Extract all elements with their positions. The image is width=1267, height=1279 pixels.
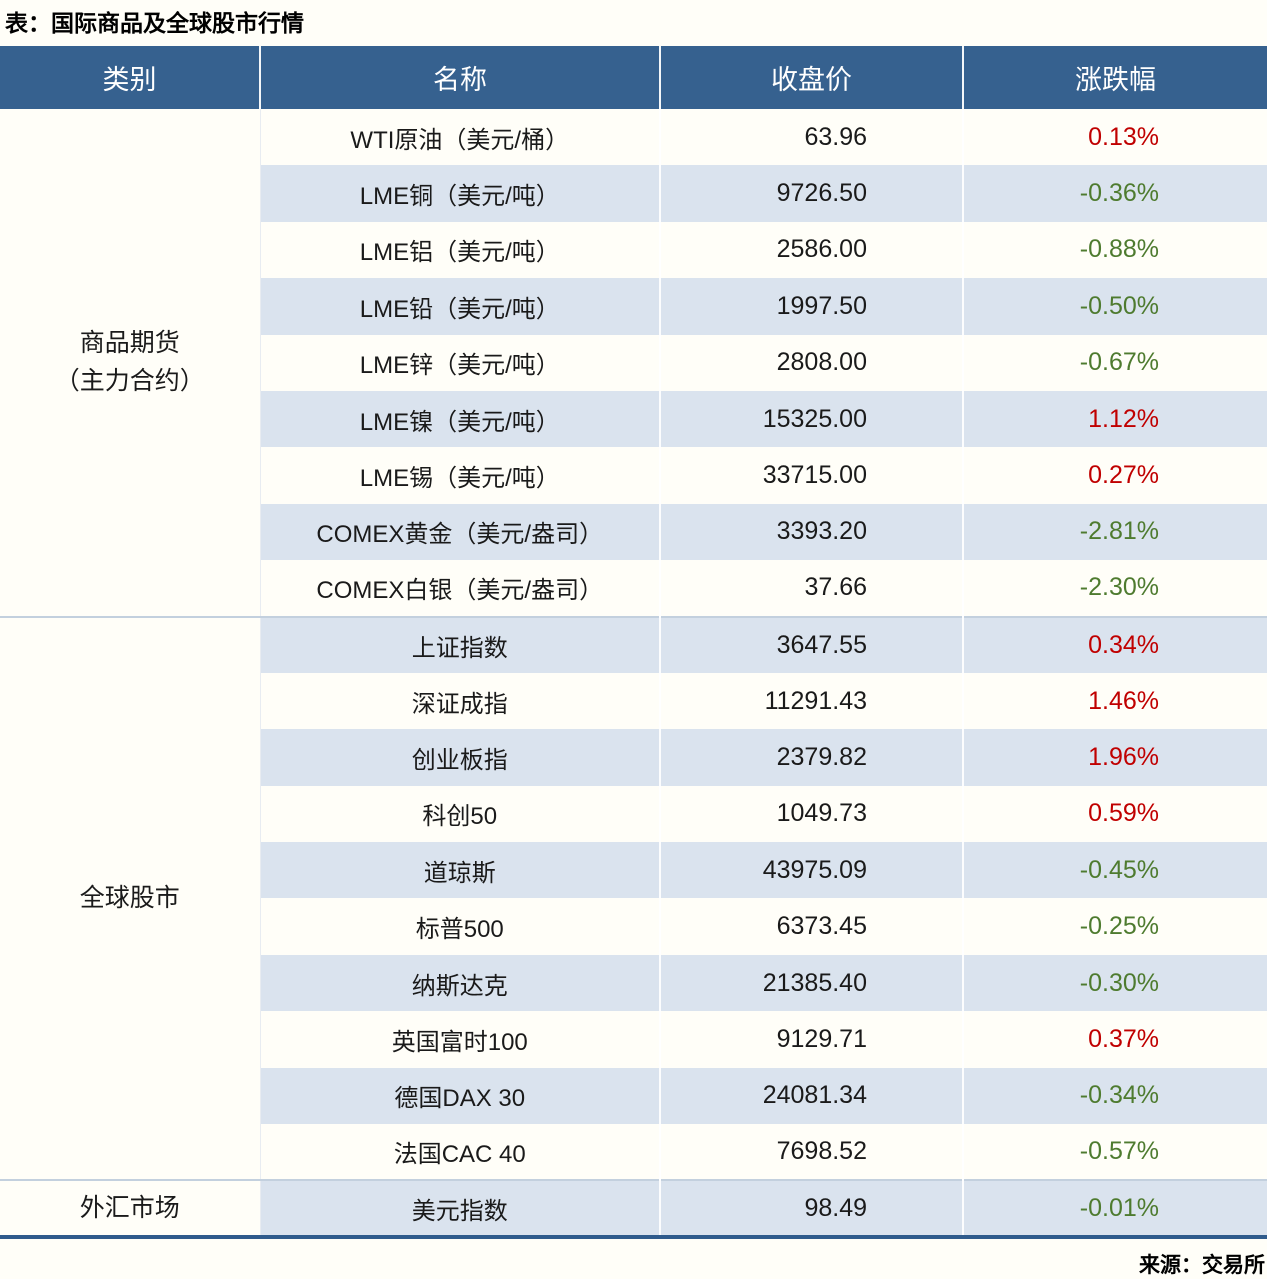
table-row: COMEX黄金（美元/盎司） 3393.20 -2.81% — [0, 503, 1267, 561]
change-percent-cell: -0.57% — [962, 1124, 1267, 1181]
close-price-cell: 3393.20 — [659, 503, 963, 561]
name-cell: LME锌（美元/吨） — [259, 334, 660, 391]
change-percent-cell: -0.88% — [962, 221, 1267, 279]
change-percent-cell: 1.46% — [962, 672, 1267, 730]
change-percent-cell: -0.67% — [962, 334, 1267, 391]
table-row: 创业板指 2379.82 1.96% — [0, 729, 1267, 786]
change-percent-cell: 0.34% — [962, 615, 1267, 673]
close-price-cell: 24081.34 — [659, 1067, 963, 1125]
name-cell: 美元指数 — [259, 1179, 660, 1239]
close-price-cell: 1997.50 — [659, 278, 963, 335]
category-line: 外汇市场 — [79, 1193, 180, 1222]
name-cell: COMEX黄金（美元/盎司） — [259, 503, 660, 561]
change-percent-cell: -0.01% — [962, 1179, 1267, 1239]
change-percent-cell: 0.13% — [962, 109, 1267, 166]
category-line: 商品期货 — [79, 328, 180, 357]
column-header-category: 类别 — [0, 46, 260, 109]
close-price-cell: 9129.71 — [659, 1011, 963, 1068]
change-percent-cell: -0.45% — [962, 842, 1267, 899]
header-row: 类别 名称 收盘价 涨跌幅 — [0, 46, 1267, 109]
name-cell: 科创50 — [259, 785, 660, 843]
change-percent-cell: 0.59% — [962, 785, 1267, 843]
table-row: LME铜（美元/吨） 9726.50 -0.36% — [0, 165, 1267, 222]
change-percent-cell: 0.27% — [962, 447, 1267, 504]
close-price-cell: 43975.09 — [659, 842, 963, 899]
change-percent-cell: -0.34% — [962, 1067, 1267, 1125]
table-row: 纳斯达克 21385.40 -0.30% — [0, 954, 1267, 1012]
table-row: 标普500 6373.45 -0.25% — [0, 898, 1267, 955]
change-percent-cell: -0.30% — [962, 954, 1267, 1012]
close-price-cell: 37.66 — [659, 560, 963, 617]
name-cell: 深证成指 — [259, 672, 660, 730]
column-header-change: 涨跌幅 — [962, 46, 1267, 109]
column-header-name: 名称 — [259, 46, 660, 109]
name-cell: LME锡（美元/吨） — [259, 447, 660, 504]
column-header-close: 收盘价 — [659, 46, 963, 109]
name-cell: 标普500 — [259, 898, 660, 955]
close-price-cell: 15325.00 — [659, 390, 963, 448]
close-price-cell: 1049.73 — [659, 785, 963, 843]
table-row: 法国CAC 40 7698.52 -0.57% — [0, 1124, 1267, 1181]
table-row: LME铅（美元/吨） 1997.50 -0.50% — [0, 278, 1267, 335]
change-percent-cell: -2.30% — [962, 560, 1267, 617]
close-price-cell: 21385.40 — [659, 954, 963, 1012]
table-row: 道琼斯 43975.09 -0.45% — [0, 842, 1267, 899]
name-cell: 纳斯达克 — [259, 954, 660, 1012]
close-price-cell: 2808.00 — [659, 334, 963, 391]
table-row: 商品期货 （主力合约） WTI原油（美元/桶） 63.96 0.13% — [0, 109, 1267, 617]
table-row: LME锡（美元/吨） 33715.00 0.27% — [0, 447, 1267, 504]
change-percent-cell: -0.36% — [962, 165, 1267, 222]
change-percent-cell: 1.12% — [962, 390, 1267, 448]
table-row: 英国富时100 9129.71 0.37% — [0, 1011, 1267, 1068]
name-cell: WTI原油（美元/桶） — [259, 109, 660, 166]
source-note: 来源：交易所 — [1139, 1253, 1265, 1277]
name-cell: LME镍（美元/吨） — [259, 390, 660, 448]
change-percent-cell: 1.96% — [962, 729, 1267, 786]
name-cell: LME铜（美元/吨） — [259, 165, 660, 222]
name-cell: 德国DAX 30 — [259, 1067, 660, 1125]
close-price-cell: 9726.50 — [659, 165, 963, 222]
close-price-cell: 3647.55 — [659, 615, 963, 673]
close-price-cell: 33715.00 — [659, 447, 963, 504]
table-row: LME锌（美元/吨） 2808.00 -0.67% — [0, 334, 1267, 391]
table-row: LME铝（美元/吨） 2586.00 -0.88% — [0, 221, 1267, 279]
close-price-cell: 63.96 — [659, 109, 963, 166]
name-cell: 创业板指 — [259, 729, 660, 786]
table-row: 深证成指 11291.43 1.46% — [0, 672, 1267, 730]
name-cell: 英国富时100 — [259, 1011, 660, 1068]
name-cell: 道琼斯 — [259, 842, 660, 899]
close-price-cell: 11291.43 — [659, 672, 963, 730]
name-cell: 上证指数 — [259, 615, 660, 673]
close-price-cell: 7698.52 — [659, 1124, 963, 1181]
market-table: 类别 名称 收盘价 涨跌幅 商品期货 （主力合约） WTI原油（美元/桶） 63.96… — [0, 46, 1267, 1239]
change-percent-cell: -0.50% — [962, 278, 1267, 335]
table-title: 表：国际商品及全球股市行情 — [5, 10, 304, 36]
close-price-cell: 98.49 — [659, 1179, 963, 1239]
close-price-cell: 2379.82 — [659, 729, 963, 786]
change-percent-cell: -0.25% — [962, 898, 1267, 955]
category-cell: 外汇市场 — [0, 1179, 260, 1239]
name-cell: LME铅（美元/吨） — [259, 278, 660, 335]
close-price-cell: 2586.00 — [659, 221, 963, 279]
table-row: 外汇市场 美元指数 98.49 -0.01% — [0, 1179, 1267, 1239]
table-row: COMEX白银（美元/盎司） 37.66 -2.30% — [0, 560, 1267, 617]
table-row: 全球股市 上证指数 3647.55 0.34% — [0, 615, 1267, 1181]
name-cell: COMEX白银（美元/盎司） — [259, 560, 660, 617]
category-cell: 商品期货 （主力合约） — [0, 109, 260, 617]
table-row: 科创50 1049.73 0.59% — [0, 785, 1267, 843]
name-cell: 法国CAC 40 — [259, 1124, 660, 1181]
change-percent-cell: 0.37% — [962, 1011, 1267, 1068]
name-cell: LME铝（美元/吨） — [259, 221, 660, 279]
table-row: 德国DAX 30 24081.34 -0.34% — [0, 1067, 1267, 1125]
category-line: （主力合约） — [54, 367, 205, 396]
category-cell: 全球股市 — [0, 615, 260, 1181]
change-percent-cell: -2.81% — [962, 503, 1267, 561]
close-price-cell: 6373.45 — [659, 898, 963, 955]
category-line: 全球股市 — [79, 884, 180, 913]
table-row: LME镍（美元/吨） 15325.00 1.12% — [0, 390, 1267, 448]
